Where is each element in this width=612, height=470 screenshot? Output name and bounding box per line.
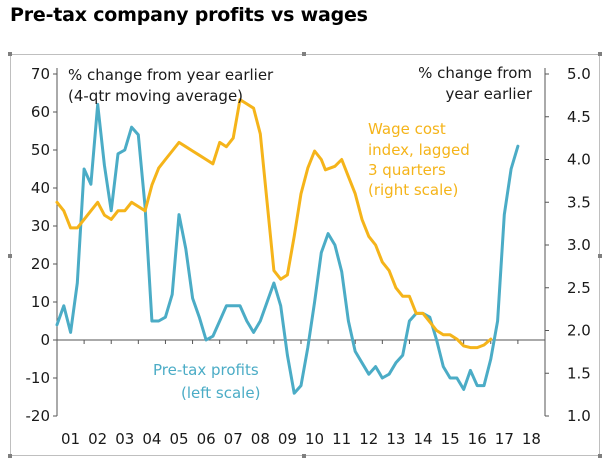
x-tick-label: 18 — [522, 430, 541, 448]
wages-label-1: Wage cost — [368, 120, 446, 138]
profits-line — [55, 102, 520, 395]
x-tick-label: 02 — [88, 430, 107, 448]
left-tick-label: -10 — [26, 369, 51, 387]
right-axis-note-2: year earlier — [445, 85, 532, 103]
left-tick-label: 20 — [31, 255, 50, 273]
x-tick-label: 07 — [224, 430, 243, 448]
left-tick-label: 70 — [31, 65, 50, 83]
right-tick-label: 4.5 — [567, 108, 591, 126]
right-tick-label: 2.0 — [567, 322, 591, 340]
profits-label-1: Pre-tax profits — [153, 361, 259, 379]
wages-line — [55, 98, 493, 350]
right-tick-label: 3.5 — [567, 193, 591, 211]
axes: -20-100102030405060701.01.52.02.53.03.54… — [26, 65, 591, 448]
frame-handle — [302, 52, 306, 56]
right-axis-note-1: % change from — [418, 64, 532, 82]
x-tick-label: 11 — [332, 430, 351, 448]
wages-label-3: 3 quarters — [368, 161, 446, 179]
x-tick-label: 10 — [305, 430, 324, 448]
x-tick-label: 05 — [169, 430, 188, 448]
x-tick-label: 08 — [251, 430, 270, 448]
x-tick-label: 04 — [142, 430, 161, 448]
left-tick-label: -20 — [26, 407, 51, 425]
left-tick-label: 60 — [31, 103, 50, 121]
frame-handle — [302, 454, 306, 458]
right-tick-label: 5.0 — [567, 65, 591, 83]
x-tick-label: 16 — [468, 430, 487, 448]
wages-label-4: (right scale) — [368, 181, 458, 199]
left-tick-label: 40 — [31, 179, 50, 197]
left-tick-label: 10 — [31, 293, 50, 311]
x-tick-label: 12 — [359, 430, 378, 448]
right-tick-label: 4.0 — [567, 151, 591, 169]
right-tick-label: 1.0 — [567, 407, 591, 425]
frame-handle — [8, 254, 12, 258]
x-tick-label: 06 — [197, 430, 216, 448]
chart-title: Pre-tax company profits vs wages — [10, 4, 368, 26]
right-tick-label: 1.5 — [567, 364, 591, 382]
x-tick-label: 15 — [441, 430, 460, 448]
x-tick-label: 14 — [413, 430, 432, 448]
series-layer — [55, 98, 520, 395]
frame-handle — [8, 454, 12, 458]
left-tick-label: 50 — [31, 141, 50, 159]
frame-handle — [598, 254, 602, 258]
x-tick-label: 17 — [495, 430, 514, 448]
profits-label-2: (left scale) — [181, 384, 260, 402]
frame-handle — [8, 52, 12, 56]
x-tick-label: 13 — [386, 430, 405, 448]
wages-label-2: index, lagged — [368, 141, 470, 159]
right-tick-label: 3.0 — [567, 236, 591, 254]
left-axis-note-2: (4-qtr moving average) — [68, 87, 243, 105]
left-tick-label: 0 — [40, 331, 50, 349]
left-axis-note-1: % change from year earlier — [68, 66, 274, 84]
x-tick-label: 01 — [61, 430, 80, 448]
frame-handle — [598, 52, 602, 56]
left-tick-label: 30 — [31, 217, 50, 235]
frame-handle — [598, 454, 602, 458]
x-tick-label: 09 — [278, 430, 297, 448]
right-tick-label: 2.5 — [567, 279, 591, 297]
x-tick-label: 03 — [115, 430, 134, 448]
